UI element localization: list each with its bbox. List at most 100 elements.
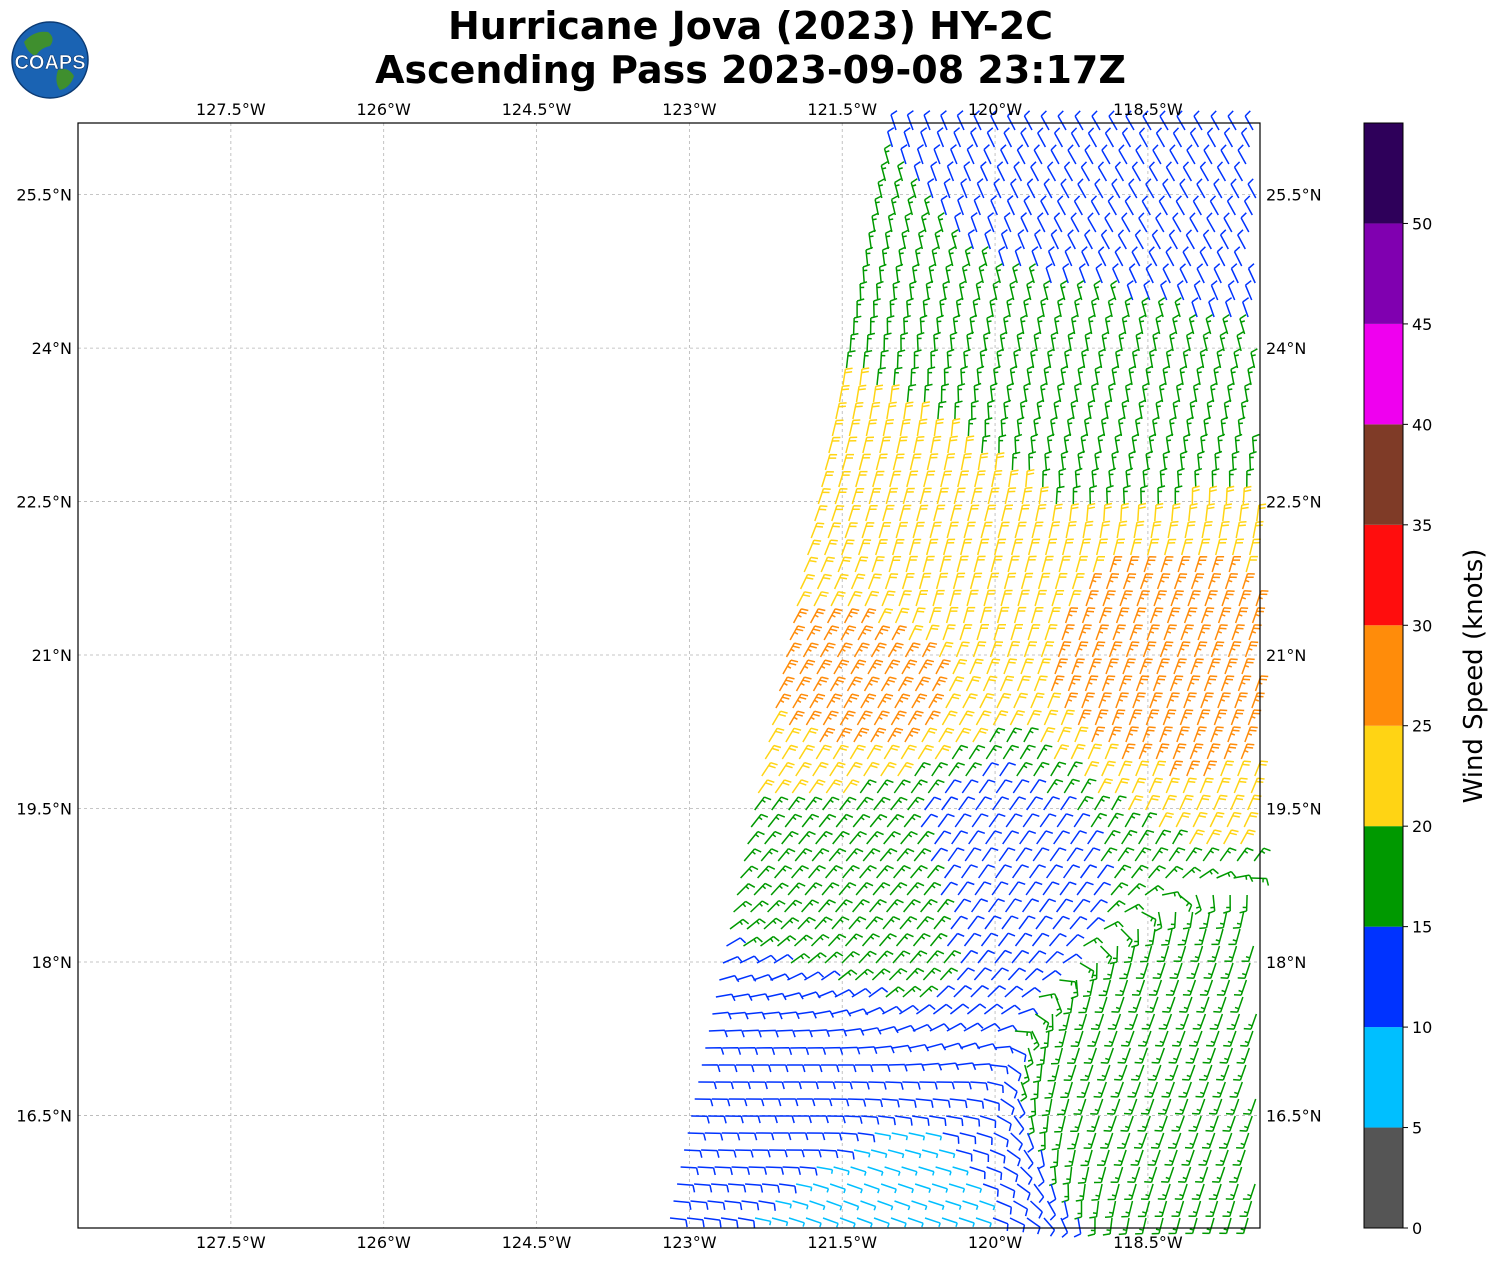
wind-barb-1776: [690, 1200, 709, 1210]
wind-barb-1383: [885, 986, 905, 998]
wind-barb-1288: [912, 933, 931, 947]
wind-barb-1631: [1137, 1115, 1151, 1132]
wind-barb-1265: [1052, 915, 1070, 930]
wind-barb-142: [1003, 212, 1012, 233]
wind-barb-1122: [743, 848, 762, 862]
wind-barb-12: [1091, 110, 1101, 131]
wind-barb-587: [946, 521, 959, 539]
wind-barb-648: [1058, 555, 1071, 573]
wind-barb-944: [781, 744, 799, 760]
wind-barb-672: [1003, 572, 1017, 590]
wind-barb-1796: [1029, 1200, 1043, 1219]
wind-barb-841: [1016, 675, 1031, 692]
wind-barb-904: [1094, 709, 1109, 726]
wind-barb-1156: [791, 865, 809, 879]
wind-barb-1279: [760, 935, 780, 947]
wind-barb-409: [1019, 399, 1028, 420]
wind-barb-385: [1040, 382, 1048, 403]
wind-barb-1016: [995, 779, 1013, 794]
wind-barb-1612: [827, 1115, 846, 1124]
wind-barb-760: [1078, 624, 1092, 641]
wind-barb-597: [1116, 520, 1128, 539]
wind-barb-1795: [1013, 1200, 1029, 1217]
wind-barb-1843: [1219, 1217, 1232, 1235]
wind-barb-921: [887, 727, 904, 743]
wind-barb-145: [1053, 212, 1063, 233]
wind-barb-529: [868, 487, 882, 505]
wind-barb-503: [872, 470, 885, 488]
wind-barb-613: [925, 538, 939, 556]
wind-barb-734: [1115, 607, 1130, 624]
wind-barb-1665: [1133, 1132, 1148, 1149]
wind-barb-1673: [701, 1149, 720, 1158]
wind-barb-356: [976, 365, 985, 386]
wind-barb-353: [927, 366, 936, 386]
wind-barb-699: [1000, 589, 1013, 607]
wind-barb-229: [892, 280, 901, 301]
wind-barb-578: [1256, 503, 1267, 522]
wind-barb-137: [920, 212, 929, 233]
wind-barb-419: [1189, 399, 1198, 420]
wind-barb-1459: [1054, 1030, 1067, 1048]
wind-barb-1718: [884, 1166, 901, 1176]
wind-barb-878: [1149, 692, 1163, 709]
wind-barb-413: [1087, 399, 1096, 420]
wind-barb-1671: [1236, 1132, 1250, 1149]
wind-barb-1814: [737, 1217, 756, 1229]
wind-barb-491: [1111, 450, 1119, 471]
wind-barb-743: [789, 625, 806, 641]
wind-barb-1438: [708, 1029, 728, 1038]
wind-barb-1403: [1213, 996, 1227, 1013]
wind-barb-1201: [1025, 881, 1043, 896]
wind-barb-673: [1020, 572, 1034, 590]
wind-barb-1092: [747, 830, 765, 845]
wind-barb-1333: [1119, 962, 1132, 980]
wind-barb-324: [862, 349, 873, 369]
wind-barb-39: [1172, 127, 1183, 148]
colorbar-frame: [1363, 122, 1404, 1229]
wind-barb-1735: [1161, 1166, 1175, 1183]
wind-barb-883: [1234, 692, 1248, 709]
wind-barb-1428: [1090, 1013, 1105, 1030]
wind-barb-1257: [916, 916, 935, 930]
wind-barb-289: [1087, 314, 1096, 335]
wind-barb-1354: [939, 967, 959, 981]
wind-barb-1456: [1014, 1030, 1034, 1040]
wind-barb-1413: [848, 1008, 869, 1016]
wind-barb-1561: [1093, 1081, 1108, 1098]
wind-barb-795: [1193, 641, 1208, 658]
wind-barb-1422: [1000, 1004, 1021, 1015]
wind-barb-1651: [908, 1132, 926, 1141]
wind-barb-239: [1059, 280, 1068, 301]
wind-barb-246: [1176, 280, 1185, 301]
wind-barb-1175: [1114, 864, 1132, 879]
wind-barb-1263: [1018, 915, 1036, 930]
wind-barb-926: [972, 727, 989, 743]
wind-barb-1415: [882, 1005, 903, 1015]
wind-barb-1208: [1144, 884, 1165, 896]
wind-barb-208: [945, 263, 953, 284]
wind-barb-858: [809, 693, 826, 709]
wind-barb-1783: [809, 1200, 826, 1211]
wind-barb-1138: [1015, 847, 1033, 862]
wind-barb-1228: [953, 898, 972, 913]
wind-barb-1605: [708, 1115, 727, 1124]
wind-barb-907: [1145, 709, 1160, 726]
wind-barb-954: [951, 744, 969, 760]
wind-barb-1654: [959, 1132, 977, 1145]
wind-barb-1429: [1107, 1013, 1122, 1030]
wind-barb-1052: [1094, 795, 1111, 811]
wind-barb-1568: [1212, 1081, 1227, 1098]
wind-barb-1057: [1179, 794, 1194, 811]
wind-barb-418: [1172, 399, 1181, 420]
wind-barb-1666: [1150, 1132, 1165, 1149]
wind-barb-108: [1213, 178, 1223, 199]
wind-barb-750: [908, 624, 924, 641]
wind-barb-905: [1111, 709, 1126, 726]
wind-barb-1363: [1082, 979, 1095, 997]
wind-barb-1688: [955, 1149, 973, 1162]
wind-barb-1091: [1243, 811, 1259, 828]
wind-barb-467: [1148, 433, 1157, 454]
wind-barb-998: [1203, 760, 1217, 777]
wind-barb-554: [848, 505, 861, 522]
